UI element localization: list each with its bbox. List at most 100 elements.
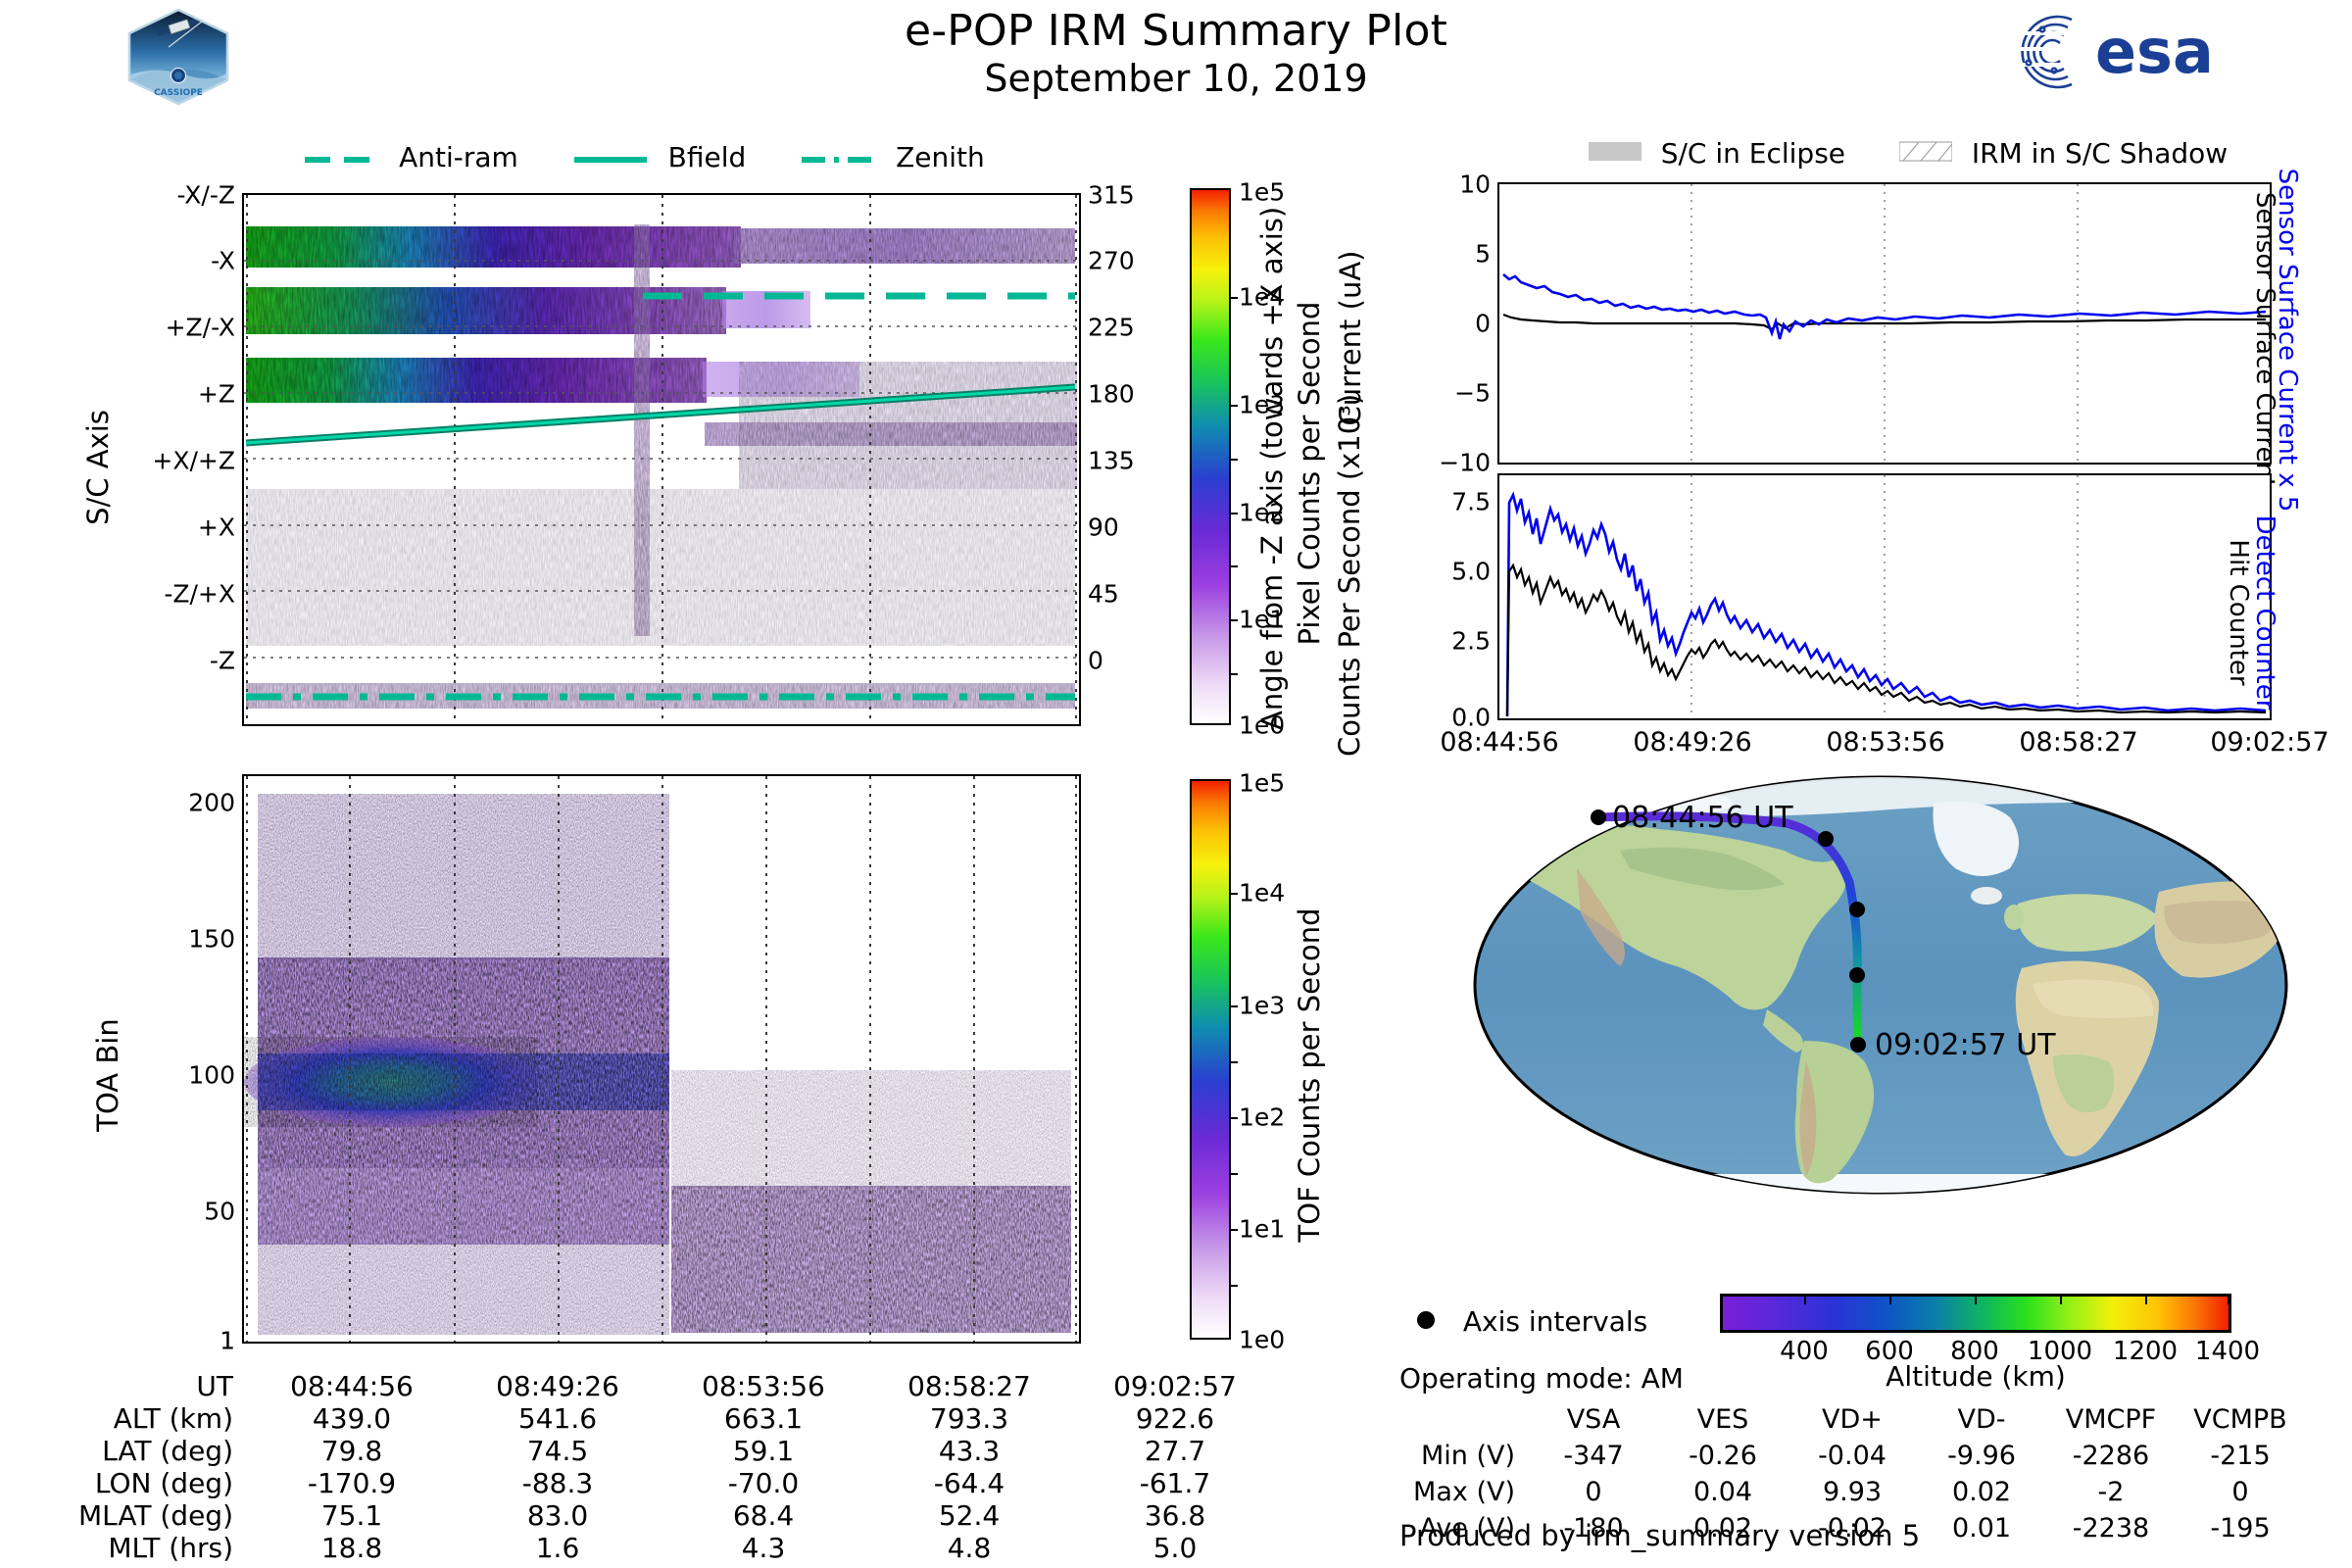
page-title: e-POP IRM Summary Plot [904,6,1448,56]
table-row-ut: UT 08:44:56 08:49:26 08:53:56 08:58:27 0… [47,1370,1278,1402]
row-label-ut: UT [196,1370,233,1402]
cb2-tick-1e2: 1e2 [1239,1102,1286,1132]
lat-0: 79.8 [320,1435,383,1467]
angle-spectrogram-panel[interactable]: -X/-Z -X +Z/-X +Z +X/+Z +X -Z/+X -Z 315 … [152,181,1135,726]
angle-tick-90: 90 [1088,513,1119,542]
sc-axis-tick-6: -Z/+X [164,579,235,609]
legend-item-eclipse: S/C in Eclipse [1588,136,1846,171]
pixel-counts-colorbar-gradient [1192,190,1229,723]
sc-axis-tick-7: -Z [209,646,235,675]
sc-axis-label: S/C Axis [81,410,115,525]
ave-vcmpb: -195 [2210,1513,2271,1544]
sc-axis-tick-5: +X [197,513,235,542]
max-vcmpb: 0 [2231,1477,2249,1507]
mlat-0: 75.1 [320,1499,383,1532]
cassiope-badge: CASSIOPE [125,8,231,106]
ave-vmcpf: -2238 [2072,1513,2150,1544]
mlat-3: 52.4 [938,1499,1001,1532]
counts-xtick-3: 08:58:27 [2019,727,2138,758]
table-row-lat: LAT (deg) 79.8 74.5 59.1 43.3 27.7 [47,1435,1278,1467]
esa-logo: esa [1989,12,2323,92]
lon-1: -88.3 [521,1467,594,1499]
legend-label-zenith: Zenith [896,141,985,174]
max-vdp: 9.93 [1822,1477,1883,1507]
current-panel[interactable]: 10 5 0 −5 −10 [1439,171,2272,477]
current-tick-neg5: −5 [1454,378,1491,408]
cb2-tick-1e5: 1e5 [1239,768,1286,798]
toa-tick-150: 150 [188,924,235,954]
toa-tick-100: 100 [188,1060,235,1090]
cb2-tick-1e0: 1e0 [1239,1325,1286,1354]
ave-vdp: -0.02 [1818,1513,1886,1544]
mlt-4: 5.0 [1152,1532,1198,1564]
sc-axis-tick-3: +Z [197,379,235,409]
counts-axis-label-text: Counts Per Second (x10³) [1333,393,1366,757]
voltage-row-max: Max (V) 0 0.04 9.93 0.02 -2 0 [1399,1474,2305,1510]
altitude-tick-600: 600 [1865,1337,1914,1366]
page-subtitle: September 10, 2019 [984,57,1368,100]
tof-counts-colorbar-label: TOF Counts per Second [1293,907,1326,1243]
counts-right-label-black: Hit Counter [2224,539,2253,686]
ut-2: 08:53:56 [702,1370,825,1402]
cb2-tick-1e3: 1e3 [1239,991,1286,1020]
legend-label-anti-ram: Anti-ram [399,141,518,174]
voltage-table: VSA VES VD+ VD- VMCPF VCMPB Min (V) -347… [1399,1401,2305,1546]
sc-axis-tick-1: -X [211,246,235,275]
lon-0: -170.9 [307,1467,397,1499]
legend-label-eclipse: S/C in Eclipse [1660,137,1846,171]
legend-item-shadow: IRM in S/C Shadow [1898,136,2228,170]
max-vmcpf: -2 [2097,1477,2125,1507]
alt-1: 541.6 [517,1402,598,1435]
alt-4: 922.6 [1135,1402,1215,1435]
counts-plot-canvas [1505,475,2267,718]
row-label-mlt: MLT (hrs) [108,1532,233,1564]
toa-tick-50: 50 [204,1197,235,1226]
angle-tick-270: 270 [1088,246,1135,275]
map-start-label: 08:44:56 UT [1612,801,1793,835]
counts-xtick-0: 08:44:56 [1440,727,1559,758]
max-vsa: 0 [1585,1477,1602,1507]
ave-vsa: -180 [1563,1513,1624,1544]
sc-axis-tick-0: -X/-Z [176,180,235,210]
toa-spectrogram-panel[interactable]: 200 150 100 50 1 [188,774,1081,1355]
lat-4: 27.7 [1144,1435,1206,1467]
counts-tick-2-5: 2.5 [1451,626,1491,656]
lon-2: -70.0 [727,1467,800,1499]
angle-tick-180: 180 [1088,379,1135,409]
current-tick-5: 5 [1475,239,1491,269]
alt-0: 439.0 [312,1402,392,1435]
col-vdp: VD+ [1822,1404,1883,1435]
mlt-1: 1.6 [535,1532,580,1564]
alt-3: 793.3 [929,1402,1009,1435]
angle-tick-315: 315 [1088,180,1135,210]
min-vdp: -0.04 [1818,1441,1886,1471]
altitude-tick-1400: 1400 [2194,1337,2261,1366]
col-vmcpf: VMCPF [2065,1404,2157,1435]
col-vcmpb: VCMPB [2193,1404,2287,1435]
min-vmcpf: -2286 [2072,1441,2150,1471]
counts-panel[interactable]: 7.5 5.0 2.5 0.0 [1451,473,2272,732]
counts-xtick-2: 08:53:56 [1826,727,1945,758]
row-label-alt: ALT (km) [113,1402,233,1435]
altitude-colorbar: 400 600 800 1000 1200 1400 [1720,1294,2260,1366]
counts-axis-label: Counts Per Second (x10³) [1332,394,1367,757]
counts-tick-5-0: 5.0 [1451,557,1491,586]
row-label-max: Max (V) [1413,1477,1515,1507]
min-ves: -0.26 [1689,1441,1757,1471]
mlt-2: 4.3 [741,1532,786,1564]
col-vdm: VD- [1957,1404,2006,1435]
ground-track-map[interactable]: 08:44:56 UT 09:02:57 UT [1473,774,2289,1196]
row-label-ave: Ave (V) [1419,1513,1515,1544]
operating-mode: Operating mode: AM [1399,1362,1684,1395]
counts-xtick-4: 09:02:57 [2210,727,2329,758]
current-tick-neg10: −10 [1439,448,1491,477]
ut-1: 08:49:26 [496,1370,619,1402]
mlat-4: 36.8 [1144,1499,1206,1532]
current-tick-10: 10 [1459,170,1491,199]
ut-3: 08:58:27 [907,1370,1031,1402]
mlt-0: 18.8 [320,1532,383,1564]
max-vdm: 0.02 [1951,1477,2012,1507]
filled-circle-icon [1415,1305,1437,1338]
counts-xtick-1: 08:49:26 [1633,727,1752,758]
cb2-tick-1e4: 1e4 [1239,878,1286,907]
